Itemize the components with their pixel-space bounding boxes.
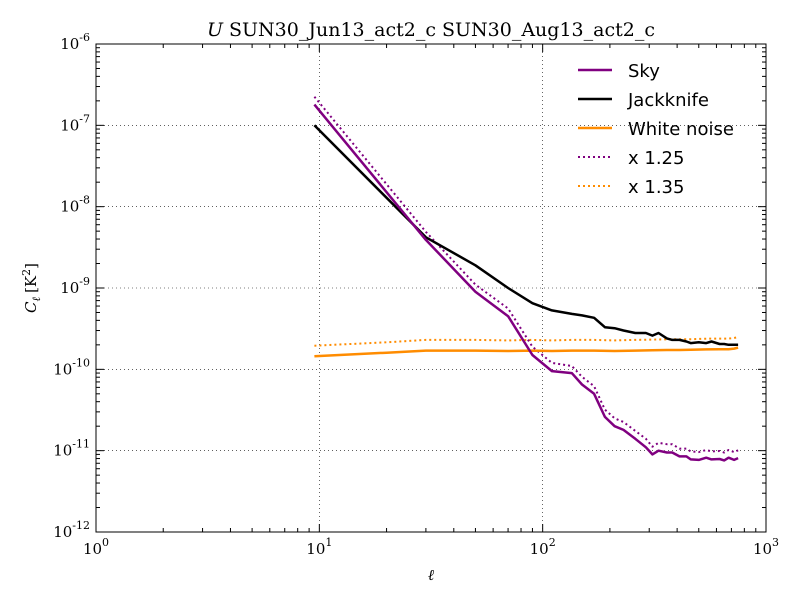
y-tick-base: 10 [60, 35, 79, 53]
x-tick-exponent: 0 [102, 536, 109, 549]
series-line-white-noise [314, 346, 739, 358]
x-tick-label: 101 [306, 536, 332, 558]
y-tick-base: 10 [53, 360, 72, 378]
y-tick-exponent: -11 [72, 438, 90, 451]
y-label-symbol: C [22, 301, 40, 313]
x-tick-base: 10 [306, 540, 325, 558]
legend-label-x125: x 1.25 [628, 148, 684, 169]
series-line-x-1-25 [313, 96, 739, 454]
y-tick-exponent: -8 [79, 194, 90, 207]
y-tick-base: 10 [60, 116, 79, 134]
x-tick-exponent: 1 [325, 536, 332, 549]
y-tick-exponent: -10 [72, 356, 90, 369]
x-tick-exponent: 3 [772, 536, 779, 549]
legend-label-sky: Sky [628, 61, 660, 82]
y-tick-base: 10 [60, 279, 79, 297]
grid [96, 44, 766, 532]
y-tick-label: 10-7 [60, 112, 90, 134]
legend-label-white-noise: White noise [628, 119, 734, 140]
x-tick-label: 102 [530, 536, 556, 558]
y-tick-label: 10-6 [60, 31, 90, 53]
y-label-unit: [K [22, 275, 40, 293]
y-label-subscript: ℓ [30, 297, 43, 302]
series-line-jackknife [313, 124, 739, 347]
y-axis-label: Cℓ [K2] [20, 263, 43, 313]
ticks [95, 43, 767, 533]
y-tick-exponent: -12 [72, 519, 90, 532]
x-tick-label: 100 [83, 536, 109, 558]
legend-label-x135: x 1.35 [628, 177, 684, 198]
x-tick-base: 10 [530, 540, 549, 558]
x-tick-base: 10 [83, 540, 102, 558]
y-tick-base: 10 [53, 523, 72, 541]
y-tick-base: 10 [60, 198, 79, 216]
y-tick-exponent: -9 [79, 275, 90, 288]
y-tick-label: 10-9 [60, 275, 90, 297]
y-tick-exponent: -6 [79, 31, 90, 44]
x-tick-label: 103 [753, 536, 779, 558]
x-axis-label: ℓ [428, 566, 434, 584]
legend-label-jackknife: Jackknife [627, 90, 709, 111]
y-label-unit-end: ] [22, 263, 40, 269]
x-tick-exponent: 2 [549, 536, 556, 549]
y-tick-label: 10-8 [60, 194, 90, 216]
y-tick-base: 10 [53, 442, 72, 460]
title-main: SUN30_Jun13_act2_c SUN30_Aug13_act2_c [229, 19, 655, 41]
y-label-unit-sup: 2 [20, 269, 33, 276]
series-line-sky [313, 103, 739, 462]
title-italic: U [207, 19, 224, 41]
y-tick-label: 10-10 [53, 356, 90, 378]
legend: Sky Jackknife White noise x 1.25 x 1.35 [578, 61, 734, 198]
x-tick-base: 10 [753, 540, 772, 558]
y-tick-label: 10-12 [53, 519, 90, 541]
chart-title: U SUN30_Jun13_act2_c SUN30_Aug13_act2_c [207, 19, 655, 41]
x-tick-labels: 100 101 102 103 [83, 536, 779, 558]
y-tick-label: 10-11 [53, 438, 90, 460]
series-line-x-1-35 [314, 336, 739, 347]
y-tick-exponent: -7 [79, 112, 90, 125]
series-layer [313, 96, 739, 462]
